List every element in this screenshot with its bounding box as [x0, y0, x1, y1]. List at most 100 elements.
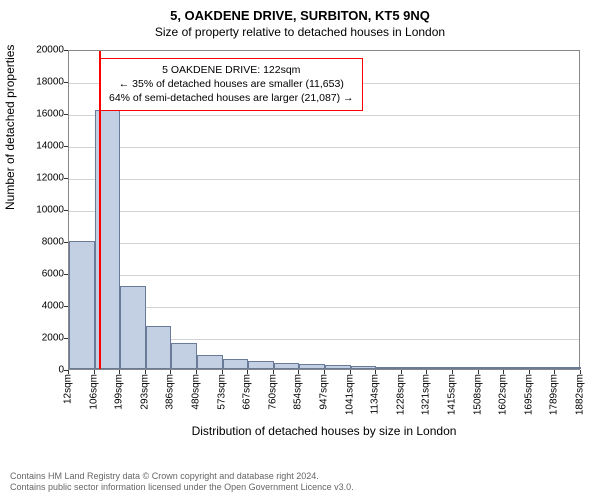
x-axis-title: Distribution of detached houses by size … [68, 424, 580, 438]
xtick-label: 386sqm [165, 374, 176, 410]
gridline [69, 147, 579, 148]
xtick-label: 199sqm [114, 374, 125, 410]
xtick-label: 947sqm [319, 374, 330, 410]
ytick-mark [64, 50, 68, 51]
ytick-mark [64, 274, 68, 275]
xtick-mark [170, 370, 171, 374]
histogram-bar [120, 286, 146, 369]
xtick-mark [478, 370, 479, 374]
ytick-mark [64, 178, 68, 179]
ytick-label: 2000 [4, 333, 64, 344]
ytick-mark [64, 146, 68, 147]
xtick-label: 480sqm [191, 374, 202, 410]
histogram-bar [555, 367, 581, 369]
xtick-mark [324, 370, 325, 374]
gridline [69, 211, 579, 212]
ytick-label: 12000 [4, 173, 64, 184]
histogram-bar [530, 367, 556, 369]
ytick-mark [64, 82, 68, 83]
y-axis-title: Number of detached properties [3, 45, 17, 210]
xtick-mark [426, 370, 427, 374]
xtick-mark [452, 370, 453, 374]
title-sub: Size of property relative to detached ho… [0, 23, 600, 39]
annotation-line2: ← 35% of detached houses are smaller (11… [109, 77, 354, 91]
xtick-label: 1415sqm [447, 374, 458, 415]
xtick-mark [273, 370, 274, 374]
xtick-mark [401, 370, 402, 374]
xtick-mark [94, 370, 95, 374]
xtick-mark [247, 370, 248, 374]
xtick-label: 667sqm [242, 374, 253, 410]
xtick-mark [145, 370, 146, 374]
ytick-label: 6000 [4, 269, 64, 280]
xtick-label: 1041sqm [344, 374, 355, 415]
histogram-bar [299, 364, 325, 369]
ytick-mark [64, 114, 68, 115]
ytick-mark [64, 210, 68, 211]
histogram-bar [171, 343, 197, 369]
xtick-mark [119, 370, 120, 374]
xtick-label: 1695sqm [523, 374, 534, 415]
histogram-bar [376, 367, 402, 369]
xtick-mark [375, 370, 376, 374]
gridline [69, 243, 579, 244]
histogram-bar [274, 363, 300, 369]
gridline [69, 179, 579, 180]
ytick-mark [64, 306, 68, 307]
xtick-mark [580, 370, 581, 374]
ytick-label: 14000 [4, 141, 64, 152]
histogram-bar [197, 355, 223, 369]
ytick-label: 20000 [4, 45, 64, 56]
xtick-mark [554, 370, 555, 374]
xtick-label: 1321sqm [421, 374, 432, 415]
xtick-mark [68, 370, 69, 374]
ytick-mark [64, 242, 68, 243]
chart-container: Number of detached properties 0 2000 4000 6… [0, 40, 600, 440]
xtick-label: 573sqm [216, 374, 227, 410]
xtick-label: 760sqm [267, 374, 278, 410]
xtick-label: 293sqm [139, 374, 150, 410]
footer: Contains HM Land Registry data © Crown c… [10, 471, 354, 494]
footer-line1: Contains HM Land Registry data © Crown c… [10, 471, 354, 483]
ytick-label: 10000 [4, 205, 64, 216]
histogram-bar [427, 367, 453, 369]
xtick-label: 1789sqm [549, 374, 560, 415]
histogram-bar [146, 326, 172, 369]
xtick-mark [196, 370, 197, 374]
xtick-mark [503, 370, 504, 374]
annotation-box: 5 OAKDENE DRIVE: 122sqm ← 35% of detache… [100, 58, 363, 111]
histogram-bar [453, 367, 479, 369]
xtick-label: 106sqm [88, 374, 99, 410]
gridline [69, 115, 579, 116]
annotation-line3: 64% of semi-detached houses are larger (… [109, 91, 354, 105]
footer-line2: Contains public sector information licen… [10, 482, 354, 494]
gridline [69, 275, 579, 276]
histogram-bar [325, 365, 351, 369]
histogram-bar [402, 367, 428, 369]
ytick-label: 0 [4, 365, 64, 376]
xtick-label: 1134sqm [370, 374, 381, 414]
histogram-bar [504, 367, 530, 369]
title-main: 5, OAKDENE DRIVE, SURBITON, KT5 9NQ [0, 0, 600, 23]
histogram-bar [479, 367, 505, 369]
histogram-bar [351, 366, 377, 369]
xtick-label: 1602sqm [498, 374, 509, 415]
histogram-bar [248, 361, 274, 369]
xtick-mark [350, 370, 351, 374]
xtick-mark [222, 370, 223, 374]
xtick-label: 12sqm [63, 374, 74, 404]
xtick-label: 1228sqm [395, 374, 406, 415]
ytick-label: 16000 [4, 109, 64, 120]
xtick-label: 854sqm [293, 374, 304, 410]
histogram-bar [223, 359, 249, 369]
xtick-mark [529, 370, 530, 374]
xtick-label: 1508sqm [472, 374, 483, 415]
ytick-label: 18000 [4, 77, 64, 88]
xtick-mark [298, 370, 299, 374]
ytick-mark [64, 338, 68, 339]
ytick-label: 4000 [4, 301, 64, 312]
xtick-label: 1882sqm [575, 374, 586, 415]
ytick-label: 8000 [4, 237, 64, 248]
histogram-bar [69, 241, 95, 369]
annotation-line1: 5 OAKDENE DRIVE: 122sqm [109, 63, 354, 77]
